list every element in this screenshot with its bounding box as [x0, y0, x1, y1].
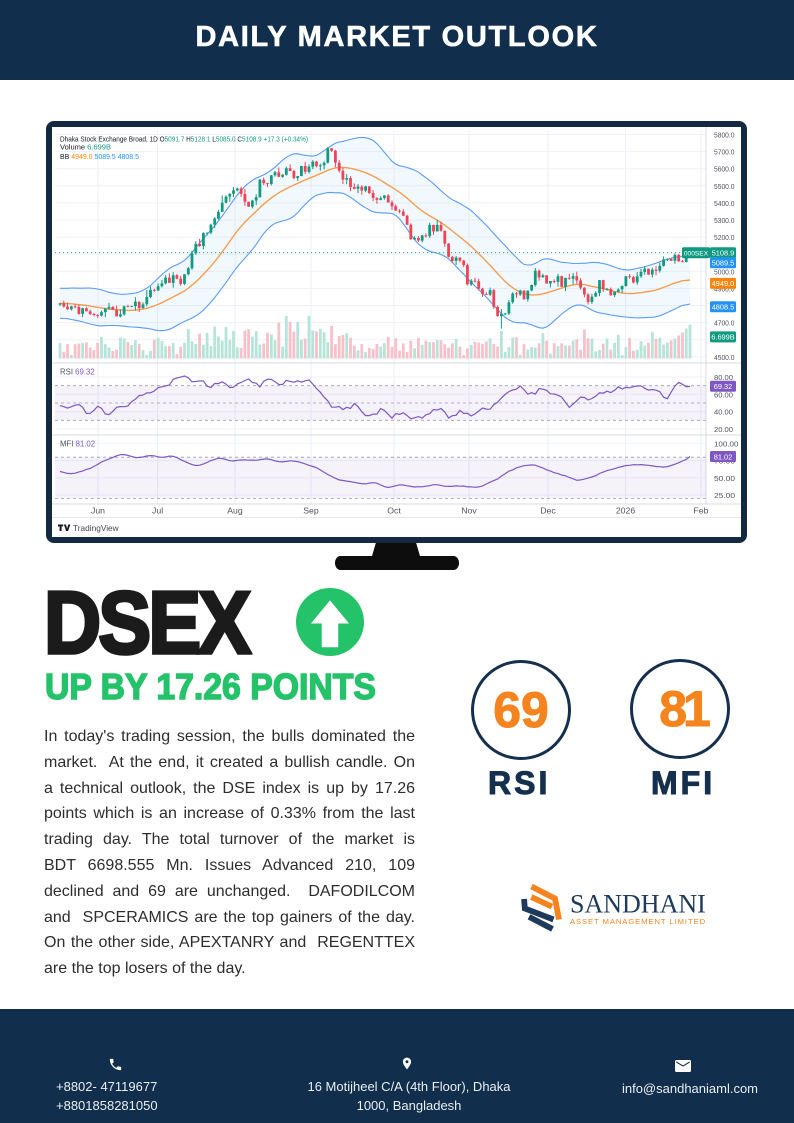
svg-text:4700.0: 4700.0 — [714, 319, 735, 328]
svg-text:5089.5: 5089.5 — [712, 259, 735, 268]
svg-text:MFI 81.02: MFI 81.02 — [60, 440, 95, 449]
svg-text:SANDHANI: SANDHANI — [570, 890, 706, 919]
svg-text:40.00: 40.00 — [714, 408, 733, 417]
svg-text:RSI 69.32: RSI 69.32 — [60, 368, 95, 377]
svg-text:4500.0: 4500.0 — [714, 353, 735, 362]
svg-text:Dhaka Stock Exchange Broad, 1D: Dhaka Stock Exchange Broad, 1D O5091.7 H… — [60, 134, 308, 143]
svg-text:5000.0: 5000.0 — [714, 267, 735, 276]
svg-text:Jul: Jul — [152, 506, 163, 516]
svg-text:Aug: Aug — [227, 506, 243, 516]
svg-text:69.32: 69.32 — [714, 382, 733, 391]
svg-text:60.00: 60.00 — [714, 390, 733, 399]
svg-text:5600.0: 5600.0 — [714, 165, 735, 174]
svg-text:2026: 2026 — [616, 506, 635, 516]
svg-text:Dec: Dec — [540, 506, 556, 516]
svg-text:Volume 6.699B: Volume 6.699B — [60, 143, 111, 152]
svg-text:ASSET MANAGEMENT LIMITED: ASSET MANAGEMENT LIMITED — [570, 917, 706, 926]
svg-text:20.00: 20.00 — [714, 425, 733, 434]
svg-text:81.02: 81.02 — [714, 452, 733, 461]
svg-text:5108.9: 5108.9 — [712, 249, 735, 258]
svg-text:5800.0: 5800.0 — [714, 131, 735, 140]
svg-text:BB 4949.0 5089.5 4808.5: BB 4949.0 5089.5 4808.5 — [60, 152, 139, 161]
svg-text:Jun: Jun — [91, 506, 105, 516]
svg-text:Sep: Sep — [303, 506, 319, 516]
svg-text:000SEX: 000SEX — [684, 250, 709, 257]
svg-text:5400.0: 5400.0 — [714, 199, 735, 208]
svg-text:5200.0: 5200.0 — [714, 233, 735, 242]
svg-text:100.00: 100.00 — [714, 439, 738, 448]
svg-text:6.699B: 6.699B — [711, 333, 734, 342]
svg-text:Oct: Oct — [387, 506, 401, 516]
svg-text:50.00: 50.00 — [714, 474, 735, 483]
svg-text:Nov: Nov — [461, 506, 477, 516]
svg-text:25.00: 25.00 — [714, 491, 735, 500]
svg-text:4808.5: 4808.5 — [712, 303, 735, 312]
svg-text:Feb: Feb — [694, 506, 709, 516]
svg-text:TradingView: TradingView — [73, 523, 120, 533]
svg-text:80.00: 80.00 — [714, 373, 733, 382]
svg-text:5700.0: 5700.0 — [714, 148, 735, 157]
svg-text:4949.0: 4949.0 — [712, 279, 735, 288]
svg-text:5500.0: 5500.0 — [714, 182, 735, 191]
svg-text:5300.0: 5300.0 — [714, 216, 735, 225]
